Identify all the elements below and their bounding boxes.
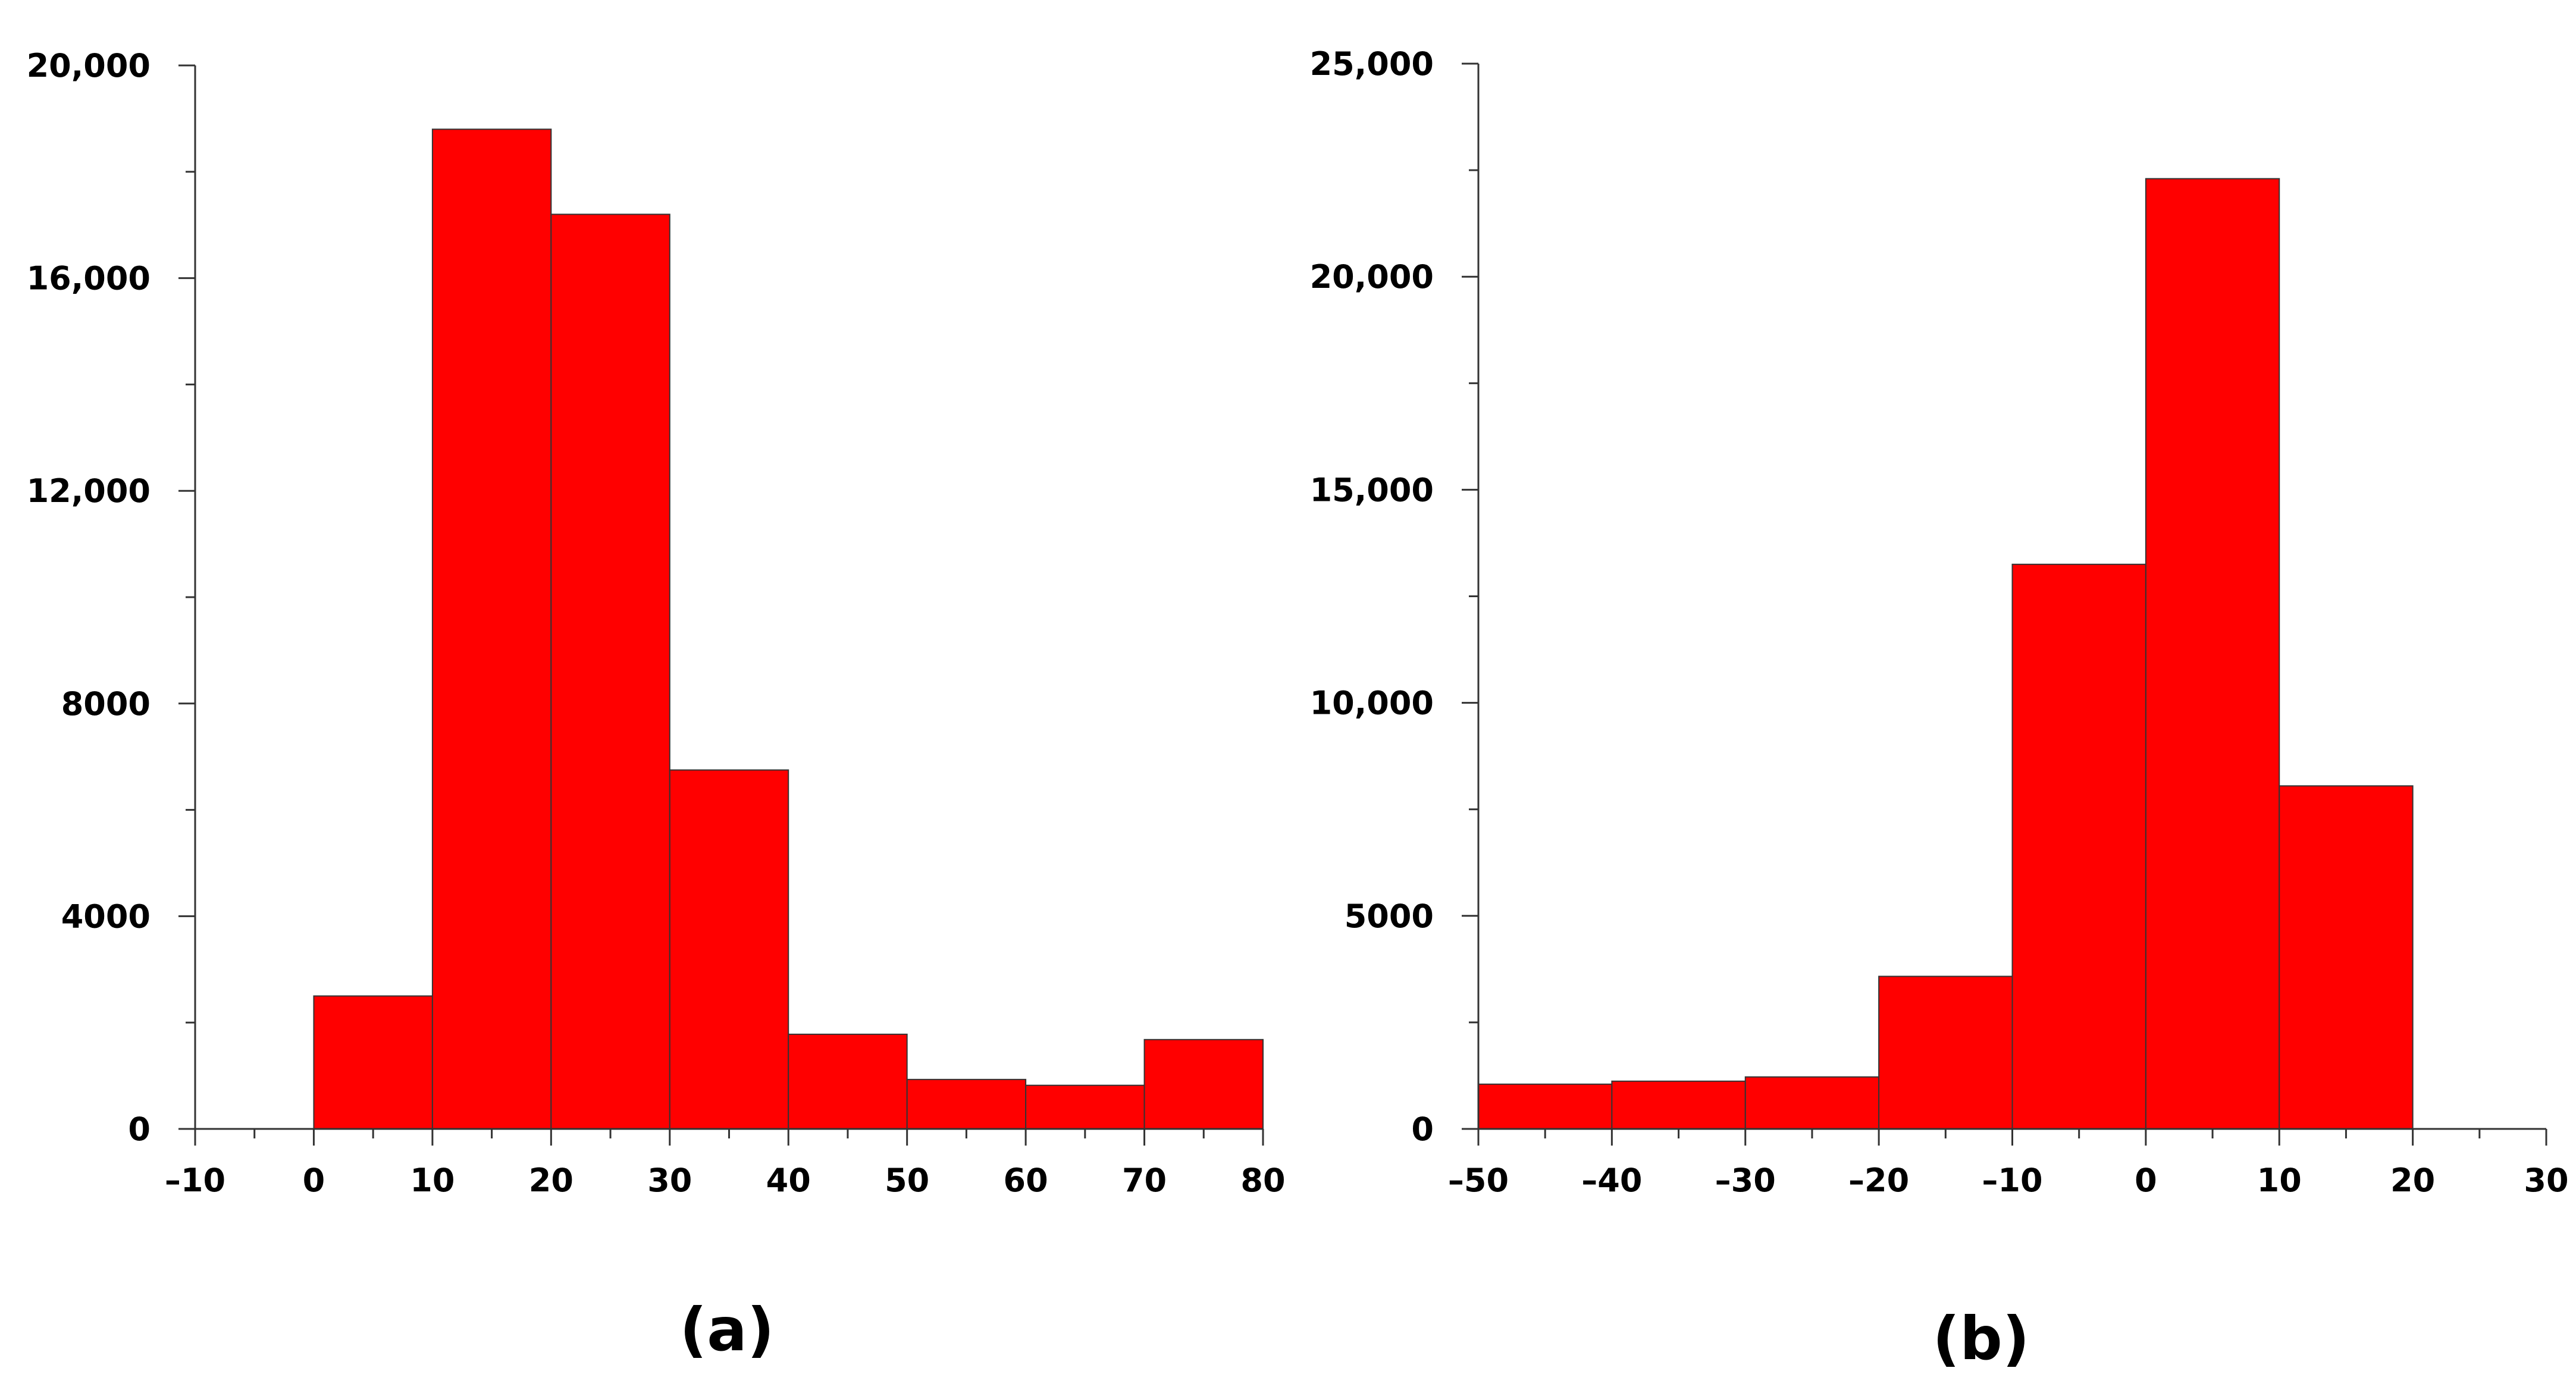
panel-a-y-tick-label: 16,000 <box>27 260 151 297</box>
panel-b-x-tick-label: –40 <box>1581 1162 1642 1199</box>
panel-a-x-tick-label: 10 <box>410 1162 455 1199</box>
panel-a-tick-labels: –10 0 10 20 30 40 50 60 70 80 0 4000 8000 12,000 16,00… <box>27 47 1286 1199</box>
panel-b-bar-3 <box>1878 975 2013 1130</box>
panel-a-x-tick-label: 60 <box>1004 1162 1048 1199</box>
panel-b-bar-1 <box>1611 1080 1746 1130</box>
panel-a-bar-3 <box>669 769 789 1130</box>
panel-a-bar-2 <box>550 214 670 1130</box>
panel-b-axes <box>1462 62 2547 1146</box>
panel-b-y-tick-label: 25,000 <box>1310 45 1434 83</box>
panel-a-x-tick-label: –10 <box>165 1162 225 1199</box>
panel-b-tick-labels: –50 –40 –30 –20 –10 0 10 20 30 0 5000 10,000 15,000 2… <box>1310 45 2569 1199</box>
panel-b-y-tick-label: 15,000 <box>1310 471 1434 509</box>
histogram-panel-b: –50 –40 –30 –20 –10 0 10 20 30 0 5000 10,000 15,000 2… <box>1310 45 2569 1373</box>
panel-a-bars <box>313 128 1264 1130</box>
panel-b-bar-4 <box>2011 563 2146 1130</box>
panel-a-x-tick-label: 80 <box>1240 1162 1285 1199</box>
panel-b-x-tick-label: –10 <box>1982 1162 2042 1199</box>
panel-a-y-tick-label: 12,000 <box>27 472 151 510</box>
panel-b-bar-6 <box>2279 785 2414 1130</box>
panel-a-bar-7 <box>1143 1039 1264 1130</box>
panel-a-bar-4 <box>788 1033 908 1130</box>
panel-b-x-tick-label: –30 <box>1715 1162 1776 1199</box>
panel-b-x-tick-label: –50 <box>1448 1162 1509 1199</box>
panel-a-label: (a) <box>680 1295 775 1364</box>
panel-a-x-tick-label: 30 <box>647 1162 692 1199</box>
panel-a-x-tick-label: 0 <box>303 1162 325 1199</box>
panel-b-y-tick-label: 5000 <box>1345 898 1434 935</box>
panel-a-y-tick-label: 4000 <box>61 898 151 935</box>
panel-b-label: (b) <box>1933 1304 2030 1373</box>
panel-b-y-tick-label: 10,000 <box>1310 685 1434 722</box>
panel-a-x-tick-label: 20 <box>529 1162 574 1199</box>
panel-a-bar-5 <box>906 1078 1027 1130</box>
panel-a-axes <box>178 64 1264 1146</box>
panel-b-x-tick-label: –20 <box>1848 1162 1909 1199</box>
panel-a-bar-0 <box>313 995 433 1130</box>
panel-a-y-tick-label: 20,000 <box>27 47 151 84</box>
panel-b-x-tick-label: 30 <box>2524 1162 2568 1199</box>
panel-a-y-tick-label: 0 <box>128 1110 151 1148</box>
panel-a-bar-6 <box>1025 1084 1145 1130</box>
panel-b-bar-5 <box>2145 178 2280 1130</box>
panel-b-y-tick-label: 20,000 <box>1310 258 1434 296</box>
panel-b-x-tick-label: 0 <box>2135 1162 2157 1199</box>
panel-b-bars <box>1478 178 2414 1130</box>
panel-b-x-tick-label: 10 <box>2257 1162 2302 1199</box>
panel-b-y-tick-label: 0 <box>1411 1110 1434 1148</box>
panel-a-x-tick-label: 70 <box>1122 1162 1167 1199</box>
panel-a-x-tick-label: 50 <box>885 1162 929 1199</box>
panel-b-bar-0 <box>1478 1083 1613 1130</box>
panel-a-x-tick-label: 40 <box>766 1162 811 1199</box>
histogram-panel-a: –10 0 10 20 30 40 50 60 70 80 0 4000 8000 12,000 16,00… <box>27 47 1286 1364</box>
panel-a-bar-1 <box>431 128 552 1130</box>
panel-a-y-tick-label: 8000 <box>61 685 151 723</box>
panel-b-bar-2 <box>1744 1076 1880 1130</box>
panel-b-x-tick-label: 20 <box>2390 1162 2435 1199</box>
